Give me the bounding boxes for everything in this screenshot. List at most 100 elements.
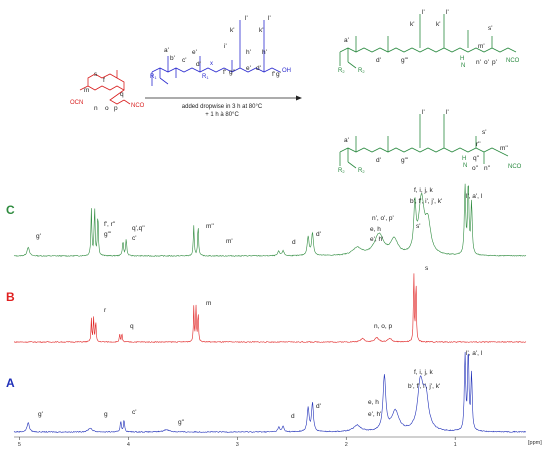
label-p1-s: s' [488, 25, 493, 32]
label-b: b' [170, 55, 175, 62]
r1-right: R1 [202, 74, 209, 80]
polyol-structure: R1 R1 OH x l' l' k' k' h' h' e' i' a' b'… [150, 15, 291, 86]
x-tick-label-1: 1 [454, 442, 457, 448]
label-p1-k: k' [410, 21, 415, 28]
label-e: e' [192, 49, 197, 56]
label-p1-n: n' [476, 59, 481, 66]
x-tick-label-4: 4 [127, 442, 130, 448]
spectra-area: C B A g' g''' f', r'' c' q',q'' m'' m' d… [6, 183, 542, 448]
peak-label-A-eh: e, h [368, 399, 379, 406]
peak-label-C-d1: d' [316, 231, 321, 238]
peak-label-B-nop: n, o, p [374, 323, 392, 330]
peak-label-C-nop: n', o', p' [372, 215, 394, 222]
peak-label-A-lal: l', a', l [466, 350, 483, 357]
label-l-prime: l' [245, 15, 248, 22]
reaction-arrowhead [296, 95, 302, 101]
r2-right-1: R2 [358, 68, 365, 74]
peak-label-A-d1: d' [316, 403, 321, 410]
peak-label-C-lal: l', a', l [466, 193, 483, 200]
label-p2-m: m'' [500, 145, 508, 152]
peak-label-A-g1: g' [38, 411, 43, 418]
label-p1-l2: l' [446, 9, 449, 16]
r2-right-2: R2 [358, 168, 365, 174]
label-n: n [94, 105, 98, 112]
x-axis-unit: [ppm] [528, 440, 542, 446]
label-d2: d' [256, 65, 261, 72]
peak-label-C-m1: m' [226, 238, 233, 245]
reaction-scheme: OCN NCO s f m q n o p R1 R1 OH x l' l' k… [70, 9, 522, 174]
label-p2-d: d' [376, 157, 381, 164]
peak-label-C-g1: g' [36, 233, 41, 240]
nh-group-2: H [462, 156, 466, 162]
peak-label-B-q: q [130, 323, 134, 330]
peak-label-C-c: c' [132, 235, 137, 242]
label-p1-d: d' [376, 57, 381, 64]
label-p2-l: l' [422, 109, 425, 116]
peak-labels-A: g' g c' g'' d d' e, h e', h' f, i, j, k … [38, 350, 483, 426]
nh-group-1: H [460, 56, 464, 62]
label-p1-m: m' [478, 43, 485, 50]
r1-left: R1 [150, 74, 157, 80]
label-p1-p: p' [492, 59, 497, 66]
peak-label-C-fijk: f, i, j, k [414, 187, 434, 194]
isocyanate-structure: OCN NCO s f m q n o p [70, 70, 145, 112]
peak-label-C-m2: m'' [206, 223, 214, 230]
label-q: q [120, 91, 124, 98]
spectrum-trace-A [13, 351, 527, 433]
label-m: m [84, 87, 89, 94]
label-d: d' [196, 61, 201, 68]
label-o: o [105, 105, 109, 112]
panel-letter-B: B [6, 290, 15, 304]
peak-label-A-eh1: e', h' [368, 411, 381, 418]
peak-labels-C: g' g''' f', r'' c' q',q'' m'' m' d d' n'… [36, 187, 483, 246]
peak-label-C-d: d [292, 239, 296, 246]
polyol-skeleton [151, 20, 281, 86]
label-p2-o: o'' [472, 165, 478, 172]
label-p1-a: a' [344, 37, 349, 44]
oh-group: OH [282, 68, 291, 74]
x-axis: 5 4 3 2 1 [ppm] [14, 436, 542, 448]
peak-label-C-eh: e, h [370, 226, 381, 233]
product-2-skeleton [339, 114, 509, 169]
isocyanate-skeleton [79, 70, 131, 105]
peak-label-C-s1: s' [416, 223, 421, 230]
n-group-2: N [463, 163, 467, 169]
label-s: s [94, 71, 98, 78]
label-g2: g' [276, 71, 281, 78]
x-index: x [210, 61, 213, 67]
label-k: k' [230, 27, 235, 34]
product-structure-1: R2 R2 NCO H N l' l' k' k' s' m' o' p' n'… [338, 9, 520, 74]
peak-label-B-m: m [206, 300, 211, 307]
peak-label-B-s: s [425, 265, 429, 272]
label-p: p [114, 105, 118, 112]
label-p1-g: g''' [401, 57, 408, 64]
peak-label-C-fr: f', r'' [104, 221, 115, 228]
peak-label-A-g2: g'' [178, 419, 184, 426]
peak-label-A-fijk: f, i, j, k [414, 369, 434, 376]
label-p2-n: n'' [484, 165, 490, 172]
label-f: f' [223, 69, 226, 76]
product-structure-2: R2 R2 NCO H N l' l' s' r'' m'' q'' n'' o… [338, 109, 522, 174]
arrow-condition-1: added dropwise in 3 h at 80°C [182, 104, 263, 110]
label-i: i' [224, 43, 227, 50]
product-1-skeleton [339, 14, 517, 69]
nco-group-1: NCO [131, 103, 145, 109]
x-tick-label-3: 3 [236, 442, 239, 448]
label-c: c' [182, 57, 187, 64]
nco-group-3: NCO [508, 164, 522, 170]
label-p2-q: q'' [473, 155, 479, 162]
peak-label-B-r: r [104, 307, 107, 314]
label-h: h' [246, 49, 251, 56]
peak-label-C-q: q',q'' [132, 225, 145, 232]
peak-label-A-bfijk: b', f', i', j', k' [408, 383, 440, 390]
ocn-group: OCN [70, 100, 83, 106]
label-p2-l2: l' [446, 109, 449, 116]
label-p2-s: s' [482, 129, 487, 136]
peak-label-A-c: c' [132, 409, 137, 416]
label-e2: e' [246, 65, 251, 72]
r2-left-1: R2 [338, 68, 345, 74]
label-p2-g: g''' [401, 157, 408, 164]
arrow-condition-2: + 1 h à 80°C [205, 112, 239, 118]
label-a: a' [164, 47, 169, 54]
